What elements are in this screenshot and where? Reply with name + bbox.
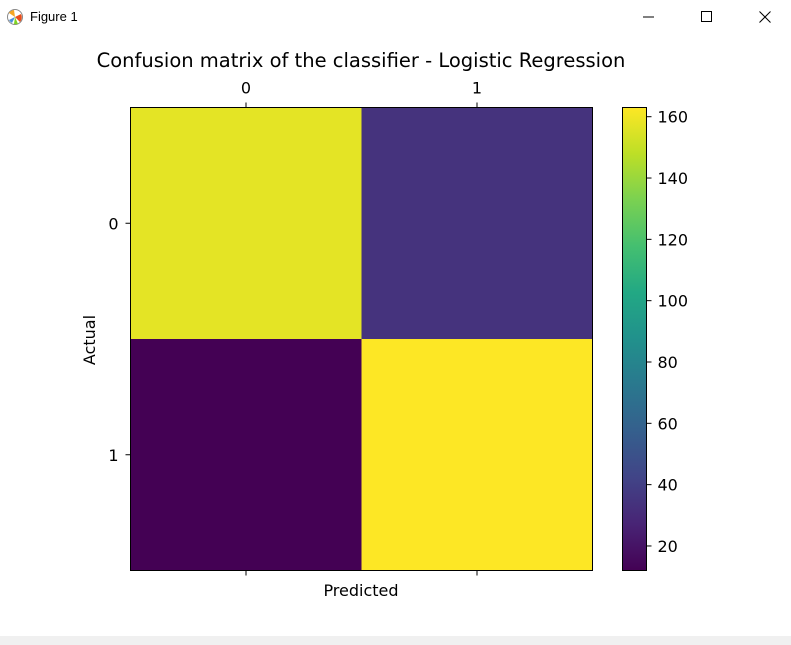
colorbar-tick-label-0: 20 bbox=[658, 537, 678, 556]
status-bar bbox=[0, 636, 791, 645]
colorbar-tick-label-5: 120 bbox=[658, 230, 689, 249]
plot-frame bbox=[130, 107, 593, 571]
close-icon bbox=[759, 11, 771, 23]
maximize-icon bbox=[701, 11, 712, 22]
x-tick-label-1: 1 bbox=[472, 79, 482, 98]
colorbar-tick-label-1: 40 bbox=[658, 476, 678, 495]
y-axis-label: Actual bbox=[80, 315, 99, 365]
x-tick-label-0: 0 bbox=[241, 79, 251, 98]
chart-title: Confusion matrix of the classifier - Log… bbox=[97, 49, 626, 72]
figure-canvas: Confusion matrix of the classifier - Log… bbox=[80, 49, 689, 600]
heatmap-cell-0-0 bbox=[130, 107, 362, 340]
window-titlebar: Figure 1 bbox=[0, 0, 791, 36]
colorbar-tick-label-4: 100 bbox=[658, 292, 689, 311]
y-axis: 01 bbox=[108, 214, 131, 465]
y-tick-label-0: 0 bbox=[108, 214, 118, 233]
maximize-button[interactable] bbox=[678, 0, 736, 34]
colorbar-ticks: 20 40 60 80 100 120 140 160 bbox=[646, 108, 689, 556]
x-axis-label: Predicted bbox=[323, 581, 398, 600]
window-title: Figure 1 bbox=[30, 9, 78, 24]
heatmap-cell-1-0 bbox=[130, 339, 362, 571]
colorbar-tick-label-2: 60 bbox=[658, 414, 678, 433]
matplotlib-app-icon bbox=[7, 9, 23, 25]
colorbar-tick-label-6: 140 bbox=[658, 169, 689, 188]
colorbar bbox=[622, 107, 647, 571]
y-tick-label-1: 1 bbox=[108, 446, 118, 465]
colorbar-tick-label-7: 160 bbox=[658, 108, 689, 127]
heatmap-cell-1-1 bbox=[361, 339, 593, 571]
heatmap-cell-0-1 bbox=[361, 107, 593, 340]
minimize-button[interactable] bbox=[620, 0, 678, 34]
minimize-icon bbox=[643, 16, 654, 18]
close-button[interactable] bbox=[736, 0, 791, 34]
heatmap-cells bbox=[130, 107, 593, 571]
colorbar-tick-label-3: 80 bbox=[658, 353, 678, 372]
